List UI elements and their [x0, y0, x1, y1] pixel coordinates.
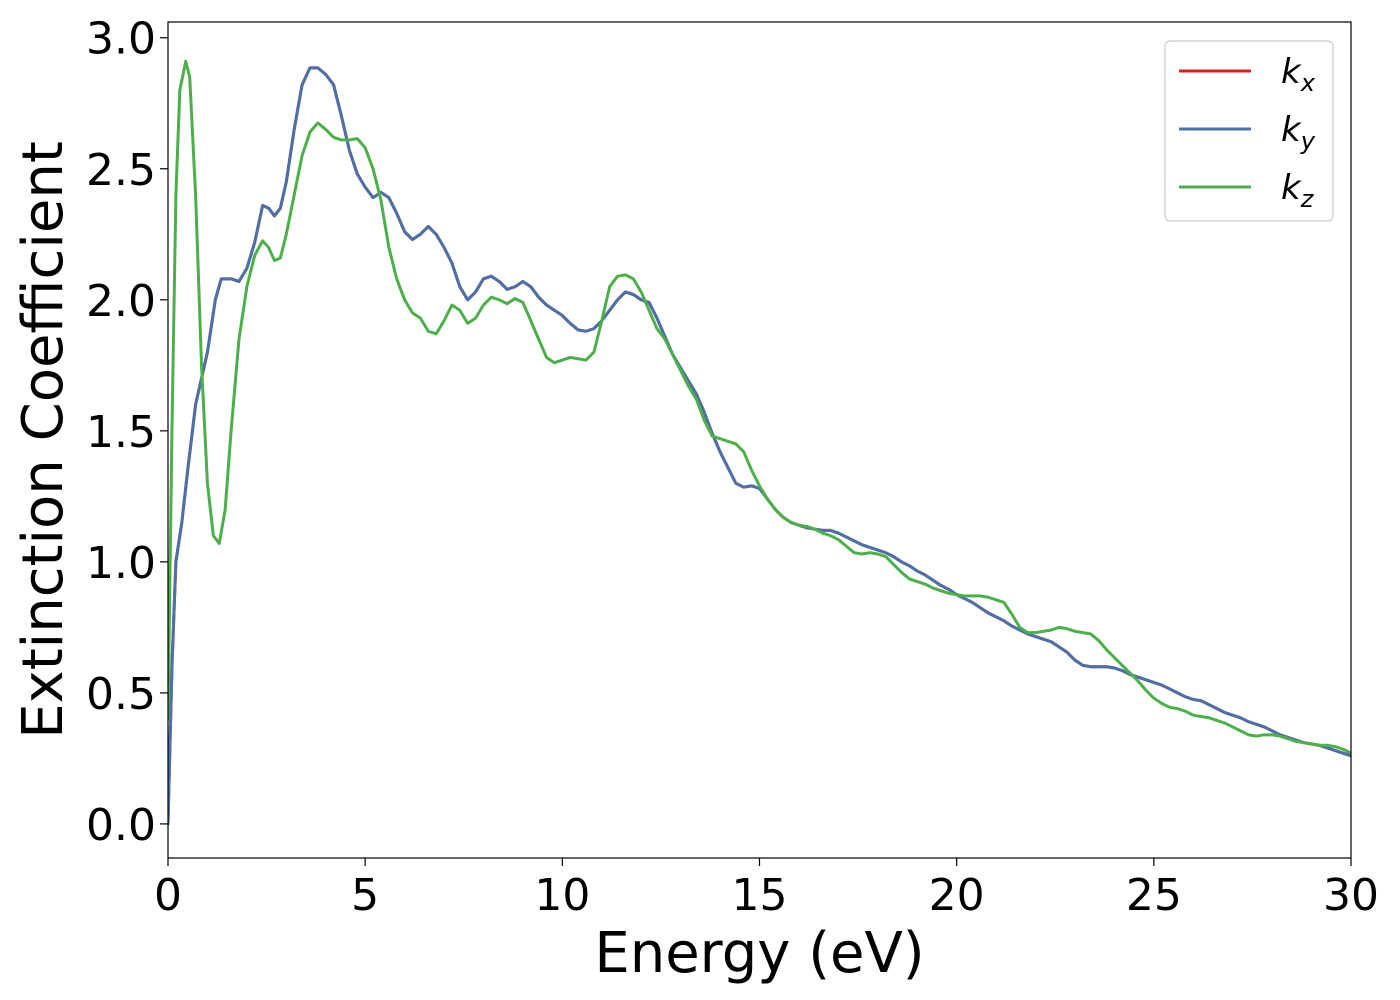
y-tick-label: 0.5	[86, 669, 156, 720]
x-tick-label: 15	[732, 870, 788, 921]
legend-label-x: kx	[1281, 52, 1316, 97]
legend-label-y: ky	[1281, 110, 1316, 155]
x-tick-label: 0	[154, 870, 182, 921]
x-tick-label: 5	[351, 870, 379, 921]
legend-label-base: k	[1281, 52, 1302, 92]
legend-label-subscript: x	[1300, 69, 1316, 97]
y-axis-label: Extinction Coefficient	[11, 141, 76, 739]
y-tick-label: 1.0	[86, 538, 156, 589]
y-tick-label: 2.5	[86, 145, 156, 196]
series-line-z	[168, 59, 1351, 755]
legend-label-base: k	[1281, 168, 1302, 208]
x-tick-label: 10	[534, 870, 590, 921]
y-tick-label: 1.5	[86, 407, 156, 458]
series-line-y	[168, 66, 1351, 826]
x-tick-label: 20	[929, 870, 985, 921]
y-tick-label: 0.0	[86, 800, 156, 851]
y-tick-label: 2.0	[86, 276, 156, 327]
y-axis-ticks: 0.0 0.5 1.0 1.5 2.0 2.5 3.0	[86, 14, 168, 851]
legend-label-subscript: y	[1300, 127, 1316, 155]
plot-area	[168, 22, 1351, 858]
series-layer	[168, 59, 1351, 826]
legend-label-base: k	[1281, 110, 1302, 150]
x-axis-label: Energy (eV)	[594, 921, 924, 986]
x-tick-label: 30	[1323, 870, 1379, 921]
x-axis-ticks: 0 5 10 15 20 25 30	[154, 858, 1379, 921]
legend-label-subscript: z	[1300, 185, 1315, 213]
legend-label-z: kz	[1281, 168, 1315, 213]
y-tick-label: 3.0	[86, 14, 156, 65]
x-tick-label: 25	[1126, 870, 1182, 921]
legend-frame	[1164, 40, 1334, 222]
